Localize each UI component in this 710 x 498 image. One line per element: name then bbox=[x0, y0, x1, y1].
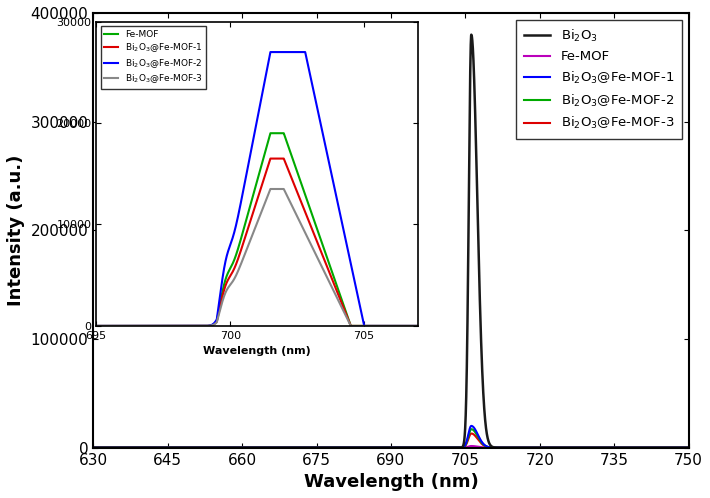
Y-axis label: Intensity (a.u.): Intensity (a.u.) bbox=[7, 154, 25, 306]
X-axis label: Wavelength (nm): Wavelength (nm) bbox=[304, 473, 479, 491]
Legend: Bi$_2$O$_3$, Fe-MOF, Bi$_2$O$_3$@Fe-MOF-1, Bi$_2$O$_3$@Fe-MOF-2, Bi$_2$O$_3$@Fe-: Bi$_2$O$_3$, Fe-MOF, Bi$_2$O$_3$@Fe-MOF-… bbox=[516, 19, 682, 139]
